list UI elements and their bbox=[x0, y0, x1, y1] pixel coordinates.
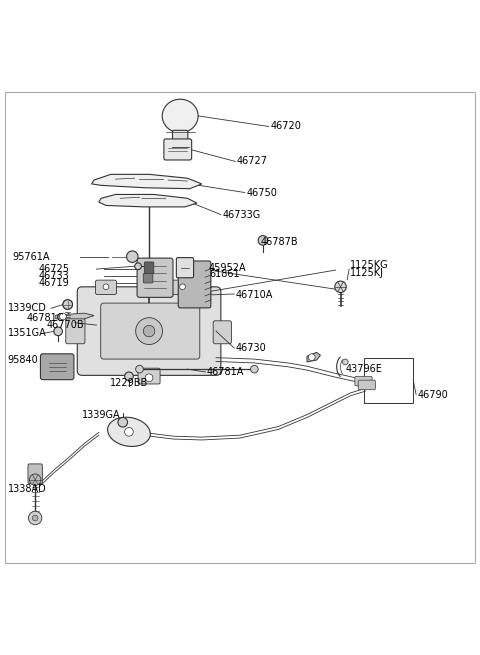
Text: 95840: 95840 bbox=[8, 355, 38, 365]
Text: 46725: 46725 bbox=[39, 264, 70, 274]
Text: 46787B: 46787B bbox=[261, 237, 298, 248]
Text: 46770B: 46770B bbox=[46, 320, 84, 330]
FancyBboxPatch shape bbox=[96, 280, 117, 295]
Circle shape bbox=[180, 284, 185, 290]
Text: 1338AD: 1338AD bbox=[8, 484, 47, 495]
Circle shape bbox=[103, 284, 109, 290]
FancyBboxPatch shape bbox=[178, 261, 211, 308]
FancyBboxPatch shape bbox=[144, 273, 153, 283]
Text: 46750: 46750 bbox=[246, 187, 277, 198]
Circle shape bbox=[135, 263, 142, 270]
FancyBboxPatch shape bbox=[176, 257, 193, 278]
Polygon shape bbox=[307, 352, 321, 362]
Circle shape bbox=[32, 515, 38, 521]
Text: 61861: 61861 bbox=[209, 269, 240, 280]
FancyBboxPatch shape bbox=[144, 262, 154, 273]
Text: 46720: 46720 bbox=[270, 121, 301, 132]
Circle shape bbox=[125, 372, 133, 381]
Text: 1339GA: 1339GA bbox=[82, 409, 120, 420]
Text: 46719: 46719 bbox=[39, 278, 70, 288]
Circle shape bbox=[63, 300, 72, 309]
Text: 1339CD: 1339CD bbox=[8, 303, 47, 313]
Text: 1351GA: 1351GA bbox=[8, 328, 47, 338]
Circle shape bbox=[118, 417, 128, 427]
Ellipse shape bbox=[162, 99, 198, 133]
FancyBboxPatch shape bbox=[40, 354, 74, 380]
Text: 95761A: 95761A bbox=[12, 252, 50, 261]
Circle shape bbox=[60, 313, 66, 320]
Polygon shape bbox=[92, 174, 202, 189]
Circle shape bbox=[29, 474, 41, 485]
FancyBboxPatch shape bbox=[137, 258, 173, 297]
FancyBboxPatch shape bbox=[355, 377, 372, 386]
Text: 43796E: 43796E bbox=[345, 364, 382, 374]
FancyBboxPatch shape bbox=[213, 321, 231, 344]
FancyBboxPatch shape bbox=[172, 130, 188, 150]
Text: 46781A: 46781A bbox=[206, 367, 244, 377]
Polygon shape bbox=[56, 313, 94, 319]
Circle shape bbox=[251, 365, 258, 373]
Circle shape bbox=[144, 326, 155, 337]
Text: 46790: 46790 bbox=[417, 390, 448, 400]
Text: 46710A: 46710A bbox=[235, 290, 273, 300]
Text: 1125KJ: 1125KJ bbox=[350, 268, 384, 278]
Circle shape bbox=[54, 327, 62, 335]
Text: 46781C: 46781C bbox=[27, 313, 64, 323]
FancyBboxPatch shape bbox=[164, 139, 192, 160]
Circle shape bbox=[127, 251, 138, 263]
Circle shape bbox=[342, 359, 348, 365]
FancyBboxPatch shape bbox=[77, 287, 221, 375]
FancyBboxPatch shape bbox=[66, 318, 85, 344]
Circle shape bbox=[125, 428, 133, 436]
Circle shape bbox=[63, 300, 72, 309]
Text: 46733: 46733 bbox=[39, 271, 70, 281]
Polygon shape bbox=[99, 195, 197, 207]
Text: 1229BB: 1229BB bbox=[110, 378, 148, 388]
Bar bbox=[364, 358, 413, 403]
FancyBboxPatch shape bbox=[358, 380, 375, 390]
FancyBboxPatch shape bbox=[101, 303, 200, 359]
FancyBboxPatch shape bbox=[172, 280, 193, 295]
Circle shape bbox=[28, 512, 42, 525]
Text: 45952A: 45952A bbox=[209, 263, 247, 272]
Circle shape bbox=[145, 374, 153, 382]
Text: 46730: 46730 bbox=[235, 343, 266, 353]
Text: 46727: 46727 bbox=[237, 157, 268, 166]
Circle shape bbox=[309, 354, 315, 360]
Circle shape bbox=[136, 365, 144, 373]
Circle shape bbox=[136, 318, 162, 345]
FancyBboxPatch shape bbox=[138, 368, 160, 384]
Text: 1125KG: 1125KG bbox=[350, 260, 389, 271]
Text: 46733G: 46733G bbox=[222, 210, 261, 219]
FancyBboxPatch shape bbox=[28, 464, 42, 483]
Ellipse shape bbox=[108, 417, 150, 447]
Circle shape bbox=[258, 236, 268, 245]
Circle shape bbox=[335, 281, 346, 293]
